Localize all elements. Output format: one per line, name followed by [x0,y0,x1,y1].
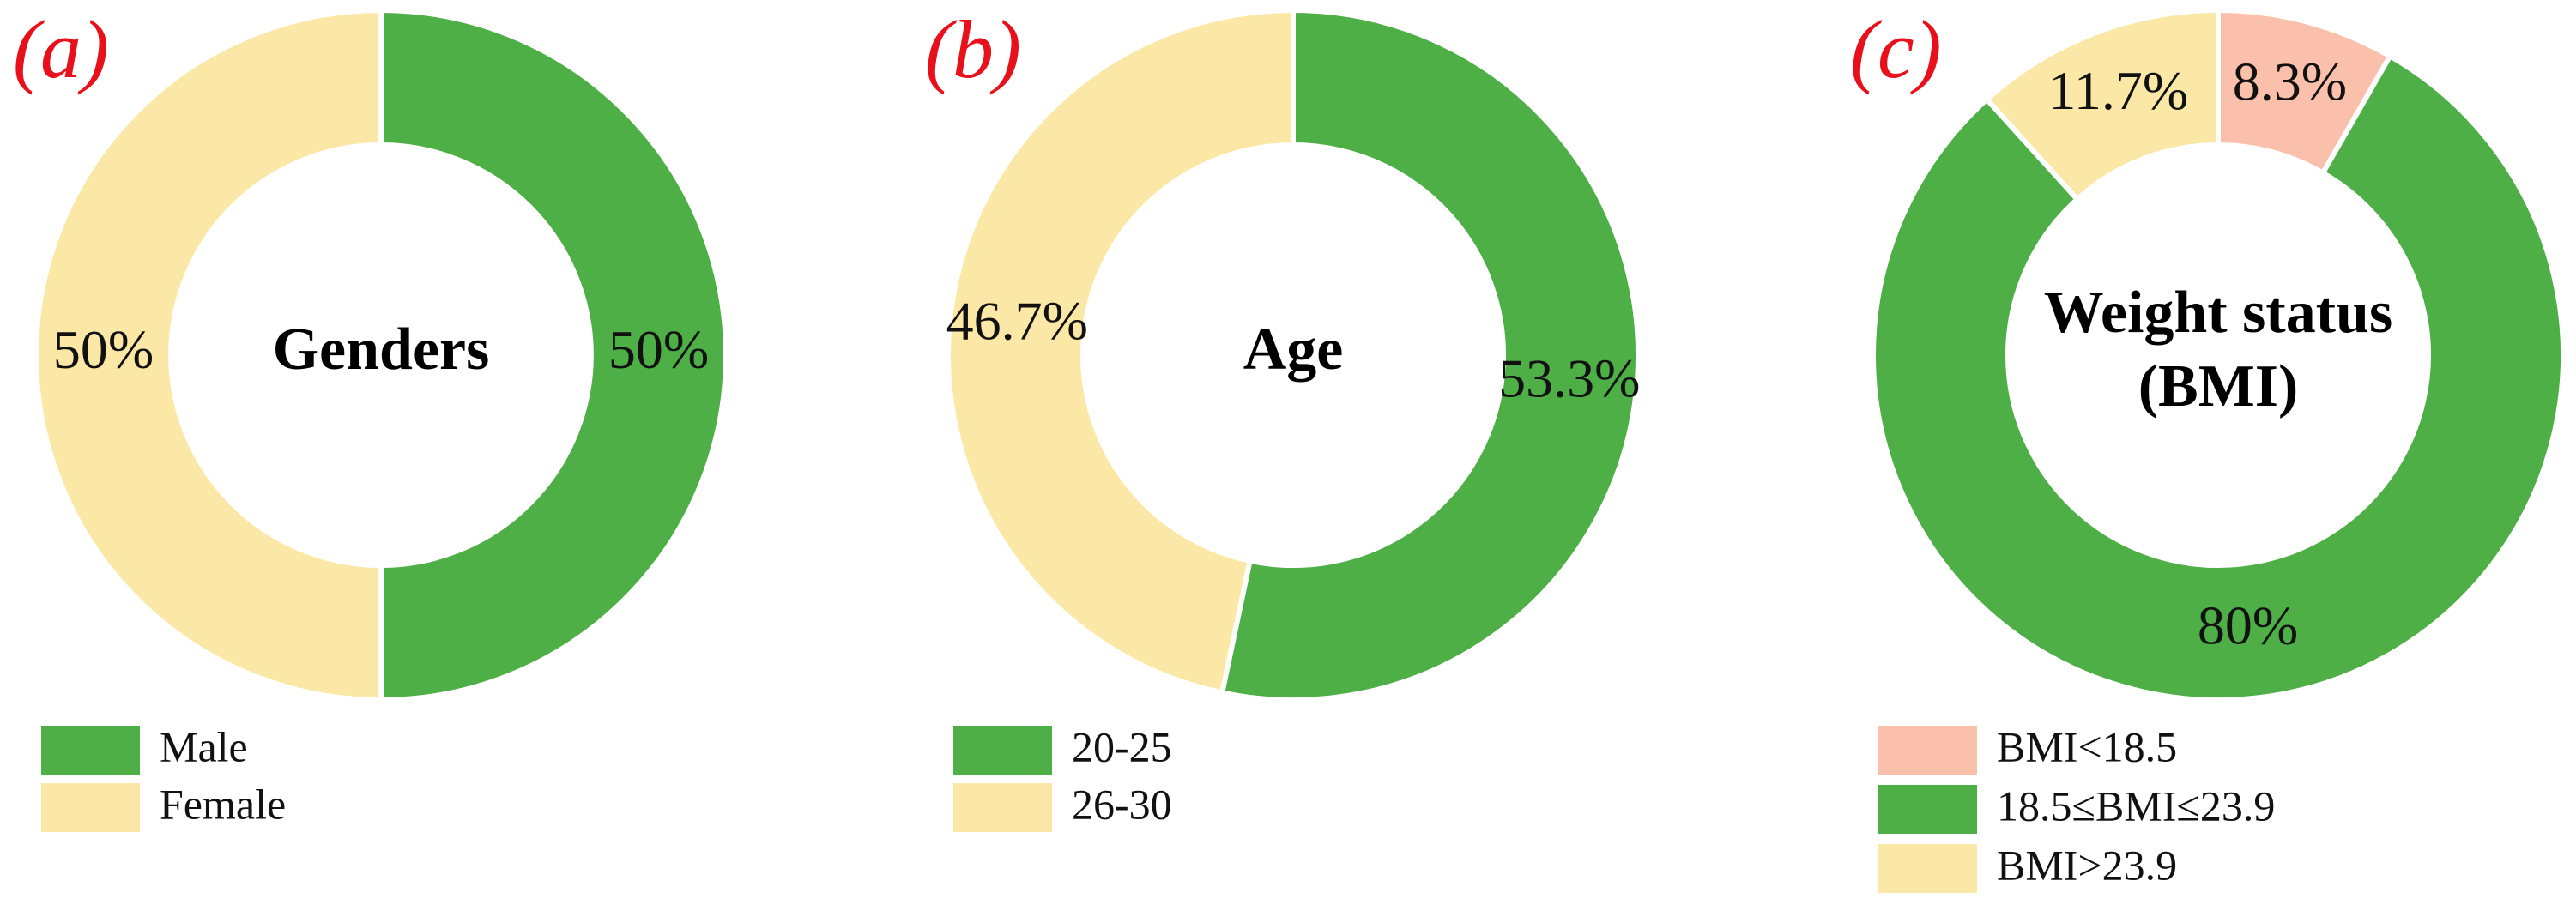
legend-label: BMI<18.5 [1997,722,2177,770]
donut-segment [33,7,384,703]
data-label: 46.7% [946,290,1088,351]
data-label: 50% [53,319,154,380]
legend-label: 26-30 [1072,780,1172,828]
legend-label: BMI>23.9 [1997,841,2177,889]
value: 80 [2198,594,2252,655]
donut-segment [1871,52,2566,703]
legend-swatch [41,726,140,775]
value: 8.3 [2233,51,2301,112]
legend-swatch [953,726,1052,775]
legend-swatch [953,783,1052,832]
center-title: Genders [273,317,490,383]
center-title: Age [1243,317,1344,383]
donut-segment [1218,7,1641,703]
value: 50 [53,319,108,380]
legend-swatch [1878,726,1977,775]
value: 53.3 [1498,347,1594,408]
panel-label: (b) [925,3,1021,95]
center-title: (BMI) [2138,353,2299,419]
value: 11.7 [2048,60,2143,121]
donut-segment [1983,7,2221,203]
legend-label: Male [160,722,248,770]
data-label: 11.7% [2048,60,2188,121]
legend-swatch [1878,844,1977,893]
data-label: 80% [2198,594,2298,655]
donut-segment [378,7,729,703]
legend-swatch [1878,785,1977,834]
panel-label: (c) [1850,3,1942,95]
center-title: Weight status [2044,280,2392,346]
panel-label: (a) [13,3,109,95]
legend-label: 20-25 [1072,722,1172,770]
data-label: 53.3% [1498,347,1640,408]
data-label: 50% [608,319,709,380]
value: 50 [608,319,663,380]
legend-label: 18.5≤BMI≤23.9 [1997,781,2275,830]
legend-label: Female [160,780,286,828]
legend-swatch [41,783,140,832]
data-label: 8.3% [2233,51,2347,112]
donut-segment [945,7,1296,696]
value: 46.7 [946,290,1043,351]
